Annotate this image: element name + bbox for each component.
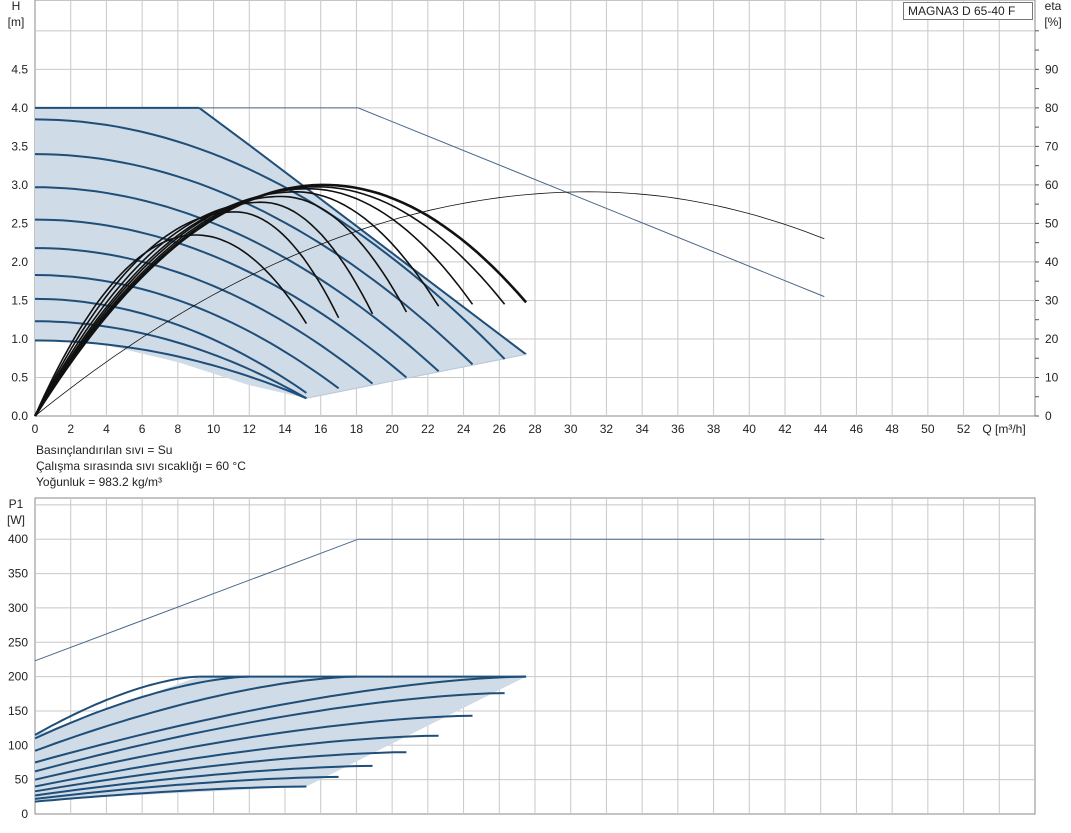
x-tick-label: 12 <box>243 422 257 436</box>
h-tick-label: 1.0 <box>11 332 28 346</box>
eta-axis-label: eta <box>1045 0 1062 13</box>
eta-tick-label: 20 <box>1045 332 1059 346</box>
head-envelope <box>35 107 527 399</box>
head-speed-curve <box>34 186 440 373</box>
p1-tick-label: 400 <box>8 532 28 546</box>
p1-tick-label: 300 <box>8 601 28 615</box>
x-tick-label: 52 <box>957 422 971 436</box>
h-tick-label: 0.0 <box>11 409 28 423</box>
h-axis-unit: [m] <box>8 15 25 29</box>
power-speed-curve <box>34 751 407 793</box>
x-tick-label: 46 <box>850 422 864 436</box>
max-efficiency-curve <box>34 191 825 417</box>
power-speed-curve <box>34 675 357 752</box>
power-speed-curve <box>34 675 200 736</box>
x-tick-label: 0 <box>32 422 39 436</box>
p1-tick-label: 350 <box>8 567 28 581</box>
p1-axis-unit: [W] <box>7 513 25 527</box>
power-speed-curve <box>34 692 505 773</box>
h-axis-label: H <box>12 0 21 13</box>
p1-tick-label: 50 <box>15 773 29 787</box>
x-tick-label: 34 <box>635 422 649 436</box>
eta-tick-label: 30 <box>1045 293 1059 307</box>
power-speed-curve <box>34 734 439 788</box>
p1-axis-label: P1 <box>9 497 24 511</box>
fluid-info-line-2: Çalışma sırasında sıvı sıcaklığı = 60 °C <box>36 459 246 473</box>
axis-labels: 0 2 4 6 8 10 12 14 16 18 20 22 24 26 28 30 32 34 36 38 40 42 4… <box>7 0 1062 821</box>
x-tick-label: 30 <box>564 422 578 436</box>
power-speed-curve <box>34 764 373 797</box>
x-tick-label: 8 <box>175 422 182 436</box>
x-tick-label: 4 <box>103 422 110 436</box>
p1-tick-label: 200 <box>8 670 28 684</box>
head-speed-curve <box>34 297 307 394</box>
power-envelope <box>35 676 527 801</box>
eta-axis-unit: [%] <box>1044 15 1061 29</box>
eta-tick-label: 50 <box>1045 216 1059 230</box>
h-tick-label: 2.5 <box>11 216 28 230</box>
head-speed-curve <box>34 218 408 379</box>
max-power-curve <box>34 538 825 662</box>
power-speed-curve <box>34 675 527 764</box>
x-tick-label: 36 <box>671 422 685 436</box>
x-tick-label: 18 <box>350 422 364 436</box>
eta-tick-label: 90 <box>1045 62 1059 76</box>
x-tick-label: 48 <box>885 422 899 436</box>
x-tick-label: 6 <box>139 422 146 436</box>
eta-tick-label: 40 <box>1045 255 1059 269</box>
x-tick-label: 42 <box>778 422 792 436</box>
x-tick-label: 10 <box>207 422 221 436</box>
power-speed-curve <box>34 785 307 803</box>
x-tick-label: 32 <box>600 422 614 436</box>
eta-tick-label: 70 <box>1045 139 1059 153</box>
efficiency-curve <box>34 211 340 417</box>
p1-tick-label: 100 <box>8 738 28 752</box>
p1-tick-label: 250 <box>8 635 28 649</box>
x-tick-label: 24 <box>457 422 471 436</box>
h-tick-label: 3.0 <box>11 178 28 192</box>
h-tick-label: 0.5 <box>11 370 28 384</box>
h-tick-label: 2.0 <box>11 255 28 269</box>
head-speed-curve <box>34 320 307 400</box>
h-tick-label: 4.5 <box>11 62 28 76</box>
x-tick-label: 14 <box>278 422 292 436</box>
p1-tick-label: 150 <box>8 704 28 718</box>
x-tick-label: 16 <box>314 422 328 436</box>
x-tick-label: 22 <box>421 422 435 436</box>
head-speed-curve <box>35 247 374 385</box>
power-speed-curve <box>34 675 250 740</box>
x-tick-label: 28 <box>528 422 542 436</box>
fluid-info-line-3: Yoğunluk = 983.2 kg/m³ <box>36 475 162 489</box>
eta-tick-label: 10 <box>1045 370 1059 384</box>
x-tick-label: 26 <box>493 422 507 436</box>
head-chart-plot <box>33 106 825 417</box>
fluid-info-line-1: Basınçlandırılan sıvı = Su <box>36 443 173 457</box>
x-tick-label: 2 <box>67 422 74 436</box>
efficiency-curve <box>34 234 308 417</box>
power-speed-curve <box>34 714 473 781</box>
x-tick-label: 50 <box>921 422 935 436</box>
head-envelope-bottom <box>306 353 527 399</box>
eta-tick-label: 60 <box>1045 178 1059 192</box>
x-tick-label: 20 <box>385 422 399 436</box>
x-tick-label: 44 <box>814 422 828 436</box>
x-tick-label: 40 <box>743 422 757 436</box>
x-tick-label: 38 <box>707 422 721 436</box>
head-envelope-border <box>198 107 527 356</box>
head-speed-curve <box>34 118 506 360</box>
eta-tick-label: 80 <box>1045 101 1059 115</box>
head-speed-curve <box>34 274 340 390</box>
model-label: MAGNA3 D 65-40 F <box>903 2 1033 20</box>
h-tick-label: 3.5 <box>11 139 28 153</box>
eta-tick-label: 0 <box>1045 409 1052 423</box>
h-tick-label: 4.0 <box>11 101 28 115</box>
h-tick-label: 1.5 <box>11 293 28 307</box>
power-speed-curve <box>34 775 339 800</box>
power-chart-plot <box>34 538 825 803</box>
q-axis-label: Q [m³/h] <box>982 422 1025 436</box>
p1-tick-label: 0 <box>21 807 28 821</box>
